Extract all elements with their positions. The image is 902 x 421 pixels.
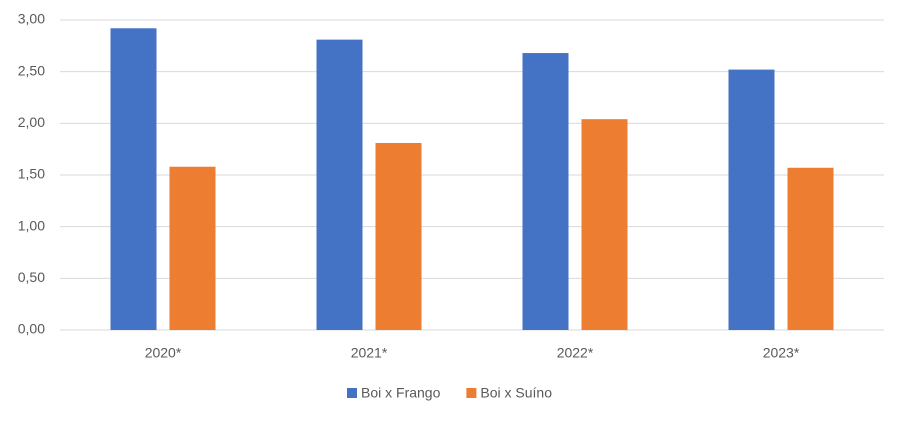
y-tick-label: 2,00 [18,114,45,130]
bar [169,166,216,330]
y-tick-label: 3,00 [18,11,45,27]
bar [316,39,363,331]
bar [581,119,628,330]
y-tick-label: 1,50 [18,166,45,182]
bar [728,69,775,330]
bar [375,142,422,330]
legend-swatch [466,388,477,398]
x-tick-label: 2023* [763,345,800,361]
bar [522,53,569,331]
legend-label: Boi x Frango [361,385,441,401]
x-tick-label: 2022* [557,345,594,361]
y-tick-label: 0,00 [18,321,45,337]
legend-label: Boi x Suíno [480,385,552,401]
y-tick-label: 0,50 [18,269,45,285]
legend-swatch [347,388,357,398]
bar [787,167,834,330]
x-tick-label: 2020* [145,345,182,361]
x-tick-label: 2021* [351,345,388,361]
y-tick-label: 2,50 [18,62,45,78]
bar [110,28,157,331]
y-tick-label: 1,00 [18,217,45,233]
